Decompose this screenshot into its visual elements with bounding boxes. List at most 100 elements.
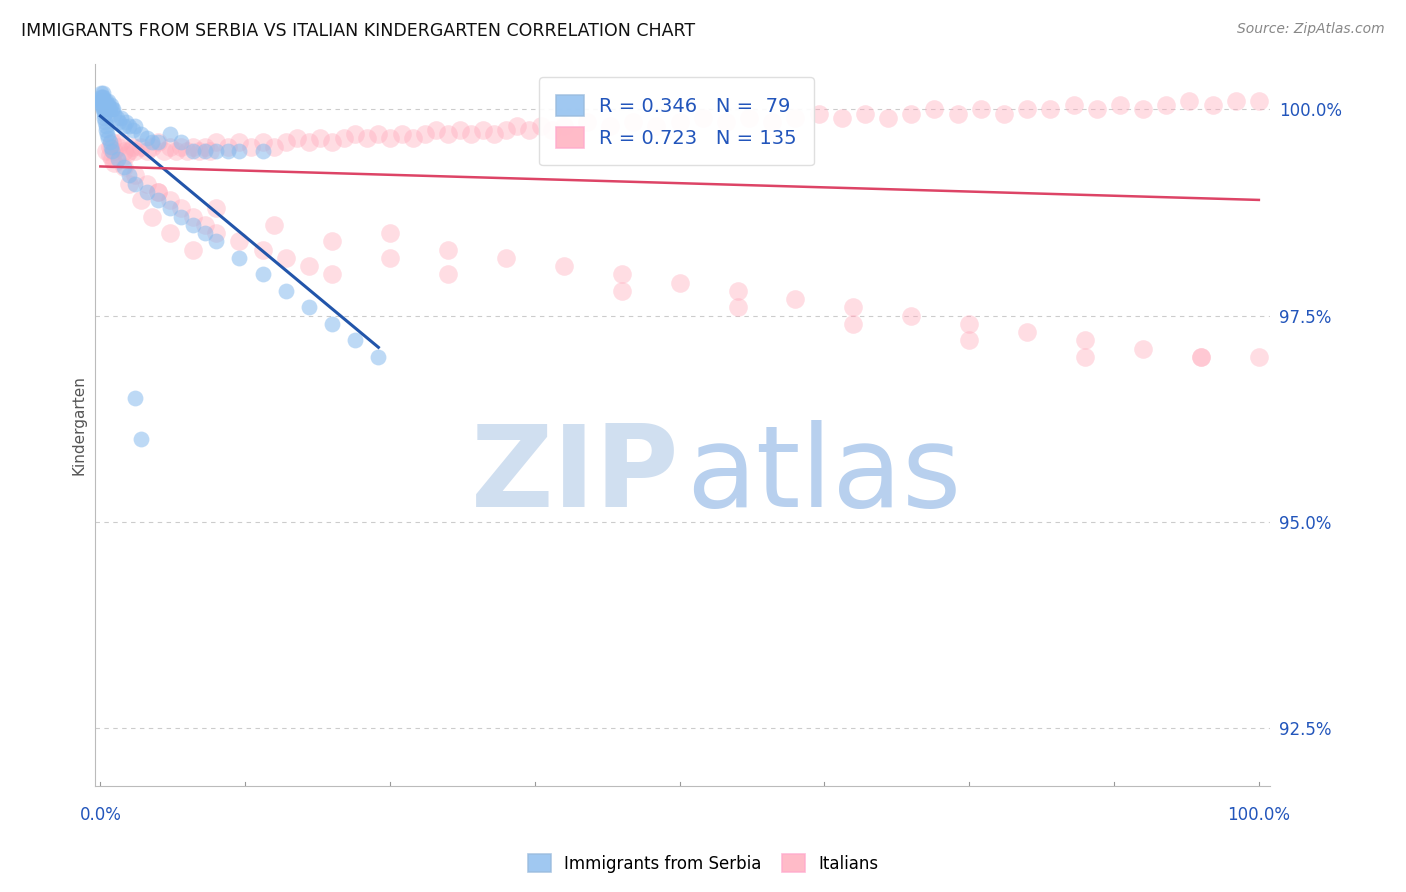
Point [107,152,129,166]
Point [321,235,343,249]
Point [263,218,285,232]
Point [170,136,193,150]
Point [98,148,121,162]
Point [110,136,132,150]
Text: 0.0%: 0.0% [79,806,121,824]
Point [94,98,117,112]
Point [309,131,332,145]
Text: Source: ZipAtlas.com: Source: ZipAtlas.com [1237,22,1385,37]
Point [1074,334,1097,348]
Point [112,160,135,174]
Point [831,111,853,125]
Point [93,106,115,120]
Point [842,301,865,315]
Point [135,185,157,199]
Point [129,127,152,141]
Point [91,94,114,108]
Point [1108,98,1130,112]
Point [727,301,749,315]
Point [437,243,460,257]
Point [970,103,993,117]
Point [575,115,598,129]
Point [170,202,193,216]
Point [553,119,575,133]
Point [93,111,115,125]
Point [668,115,690,129]
Point [97,94,120,108]
Y-axis label: Kindergarten: Kindergarten [72,375,86,475]
Point [112,160,135,174]
Point [153,144,176,158]
Point [495,251,517,265]
Point [148,185,170,199]
Point [90,94,112,108]
Point [200,144,222,158]
Point [159,202,181,216]
Point [274,284,297,298]
Point [159,226,181,240]
Point [101,103,124,117]
Point [93,103,115,117]
Point [621,115,644,129]
Point [517,123,540,137]
Point [877,111,900,125]
Point [187,144,209,158]
Point [449,123,471,137]
Point [121,123,143,137]
Point [1063,98,1085,112]
Point [599,119,621,133]
Point [274,136,297,150]
Point [344,334,367,348]
Point [176,144,198,158]
Point [460,127,482,141]
Point [957,317,980,331]
Point [135,177,157,191]
Point [252,136,274,150]
Point [135,131,157,145]
Point [159,127,181,141]
Point [103,144,125,158]
Point [129,193,152,207]
Point [692,111,714,125]
Point [1132,342,1154,356]
Point [101,144,124,158]
Point [332,131,354,145]
Point [93,98,115,112]
Point [1074,350,1097,364]
Point [1039,103,1062,117]
Point [141,136,163,150]
Point [181,144,204,158]
Point [378,251,401,265]
Point [298,136,321,150]
Point [98,139,121,153]
Point [1085,103,1108,117]
Point [378,131,401,145]
Point [148,136,170,150]
Point [118,169,141,183]
Point [90,94,112,108]
Point [118,119,141,133]
Point [90,94,112,108]
Point [141,210,163,224]
Point [298,301,321,315]
Point [118,177,141,191]
Point [553,259,575,273]
Point [263,139,285,153]
Point [228,235,250,249]
Point [90,86,112,100]
Point [205,136,228,150]
Point [993,106,1015,120]
Point [738,111,761,125]
Point [391,127,413,141]
Point [610,284,633,298]
Point [96,103,118,117]
Point [90,90,112,104]
Point [124,119,146,133]
Point [321,317,343,331]
Point [484,127,506,141]
Point [159,139,181,153]
Point [228,144,250,158]
Point [141,139,163,153]
Point [91,86,114,100]
Point [1247,350,1270,364]
